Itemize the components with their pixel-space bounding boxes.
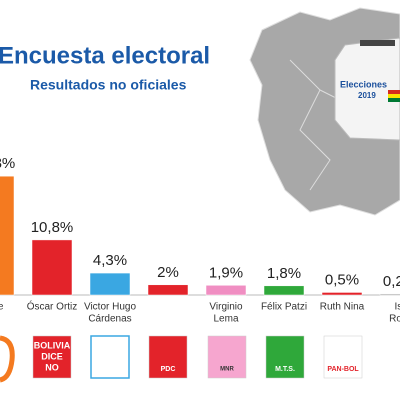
map-borders [289,59,331,191]
flag [388,98,400,102]
logo-text: M.T.S. [275,366,295,373]
value-label: 4,3% [93,252,127,269]
chart-title: Encuesta electoral [0,42,210,69]
logo-text: NO [45,362,59,372]
logo [148,335,188,379]
category-label: Cárdenas [88,314,131,325]
logo [265,335,305,379]
value-label: 1,8% [267,265,301,282]
value-label: 0,5% [325,271,359,288]
bar [321,292,363,296]
bar [205,285,247,296]
ballot-text: 2019 [358,91,376,100]
logo [0,335,15,383]
category-label: Félix Patzi [261,302,307,313]
logo [32,335,72,379]
category-label: Virginio [209,302,243,313]
bar [89,272,131,296]
logo-text: BOLIVIA [34,340,71,350]
chart-subtitle: Resultados no oficiales [30,77,187,93]
value-label: 1,9% [209,264,243,281]
logo [323,335,363,379]
value-label: 0,2% [383,273,400,290]
value-label: 23,3% [0,155,15,172]
value-label: 2% [157,264,179,281]
flag [388,90,400,94]
ballot-text: Elecciones [340,79,387,89]
category-label: Lema [213,314,238,325]
bar [263,285,305,296]
bar [147,284,189,296]
category-label: Ruth Nina [320,302,365,313]
logo-text: DICE [41,351,63,361]
category-label: s de [0,302,4,313]
logo-text: MNR [220,367,234,373]
category-label: Rodr [389,314,400,325]
value-label: 10,8% [31,219,74,236]
logo-text: PDC [161,366,176,373]
ballot-box [334,37,400,141]
flag [388,94,400,98]
bar [31,239,73,296]
logo-text: PAN-BOL [327,366,359,373]
category-label: Isr [394,302,400,313]
logo [90,335,130,379]
category-label: Victor Hugo [84,302,137,313]
logo [207,335,247,379]
ballot-slot [360,40,395,46]
bar [379,293,400,296]
bar [0,175,15,296]
category-label: Óscar Ortiz [27,300,78,313]
